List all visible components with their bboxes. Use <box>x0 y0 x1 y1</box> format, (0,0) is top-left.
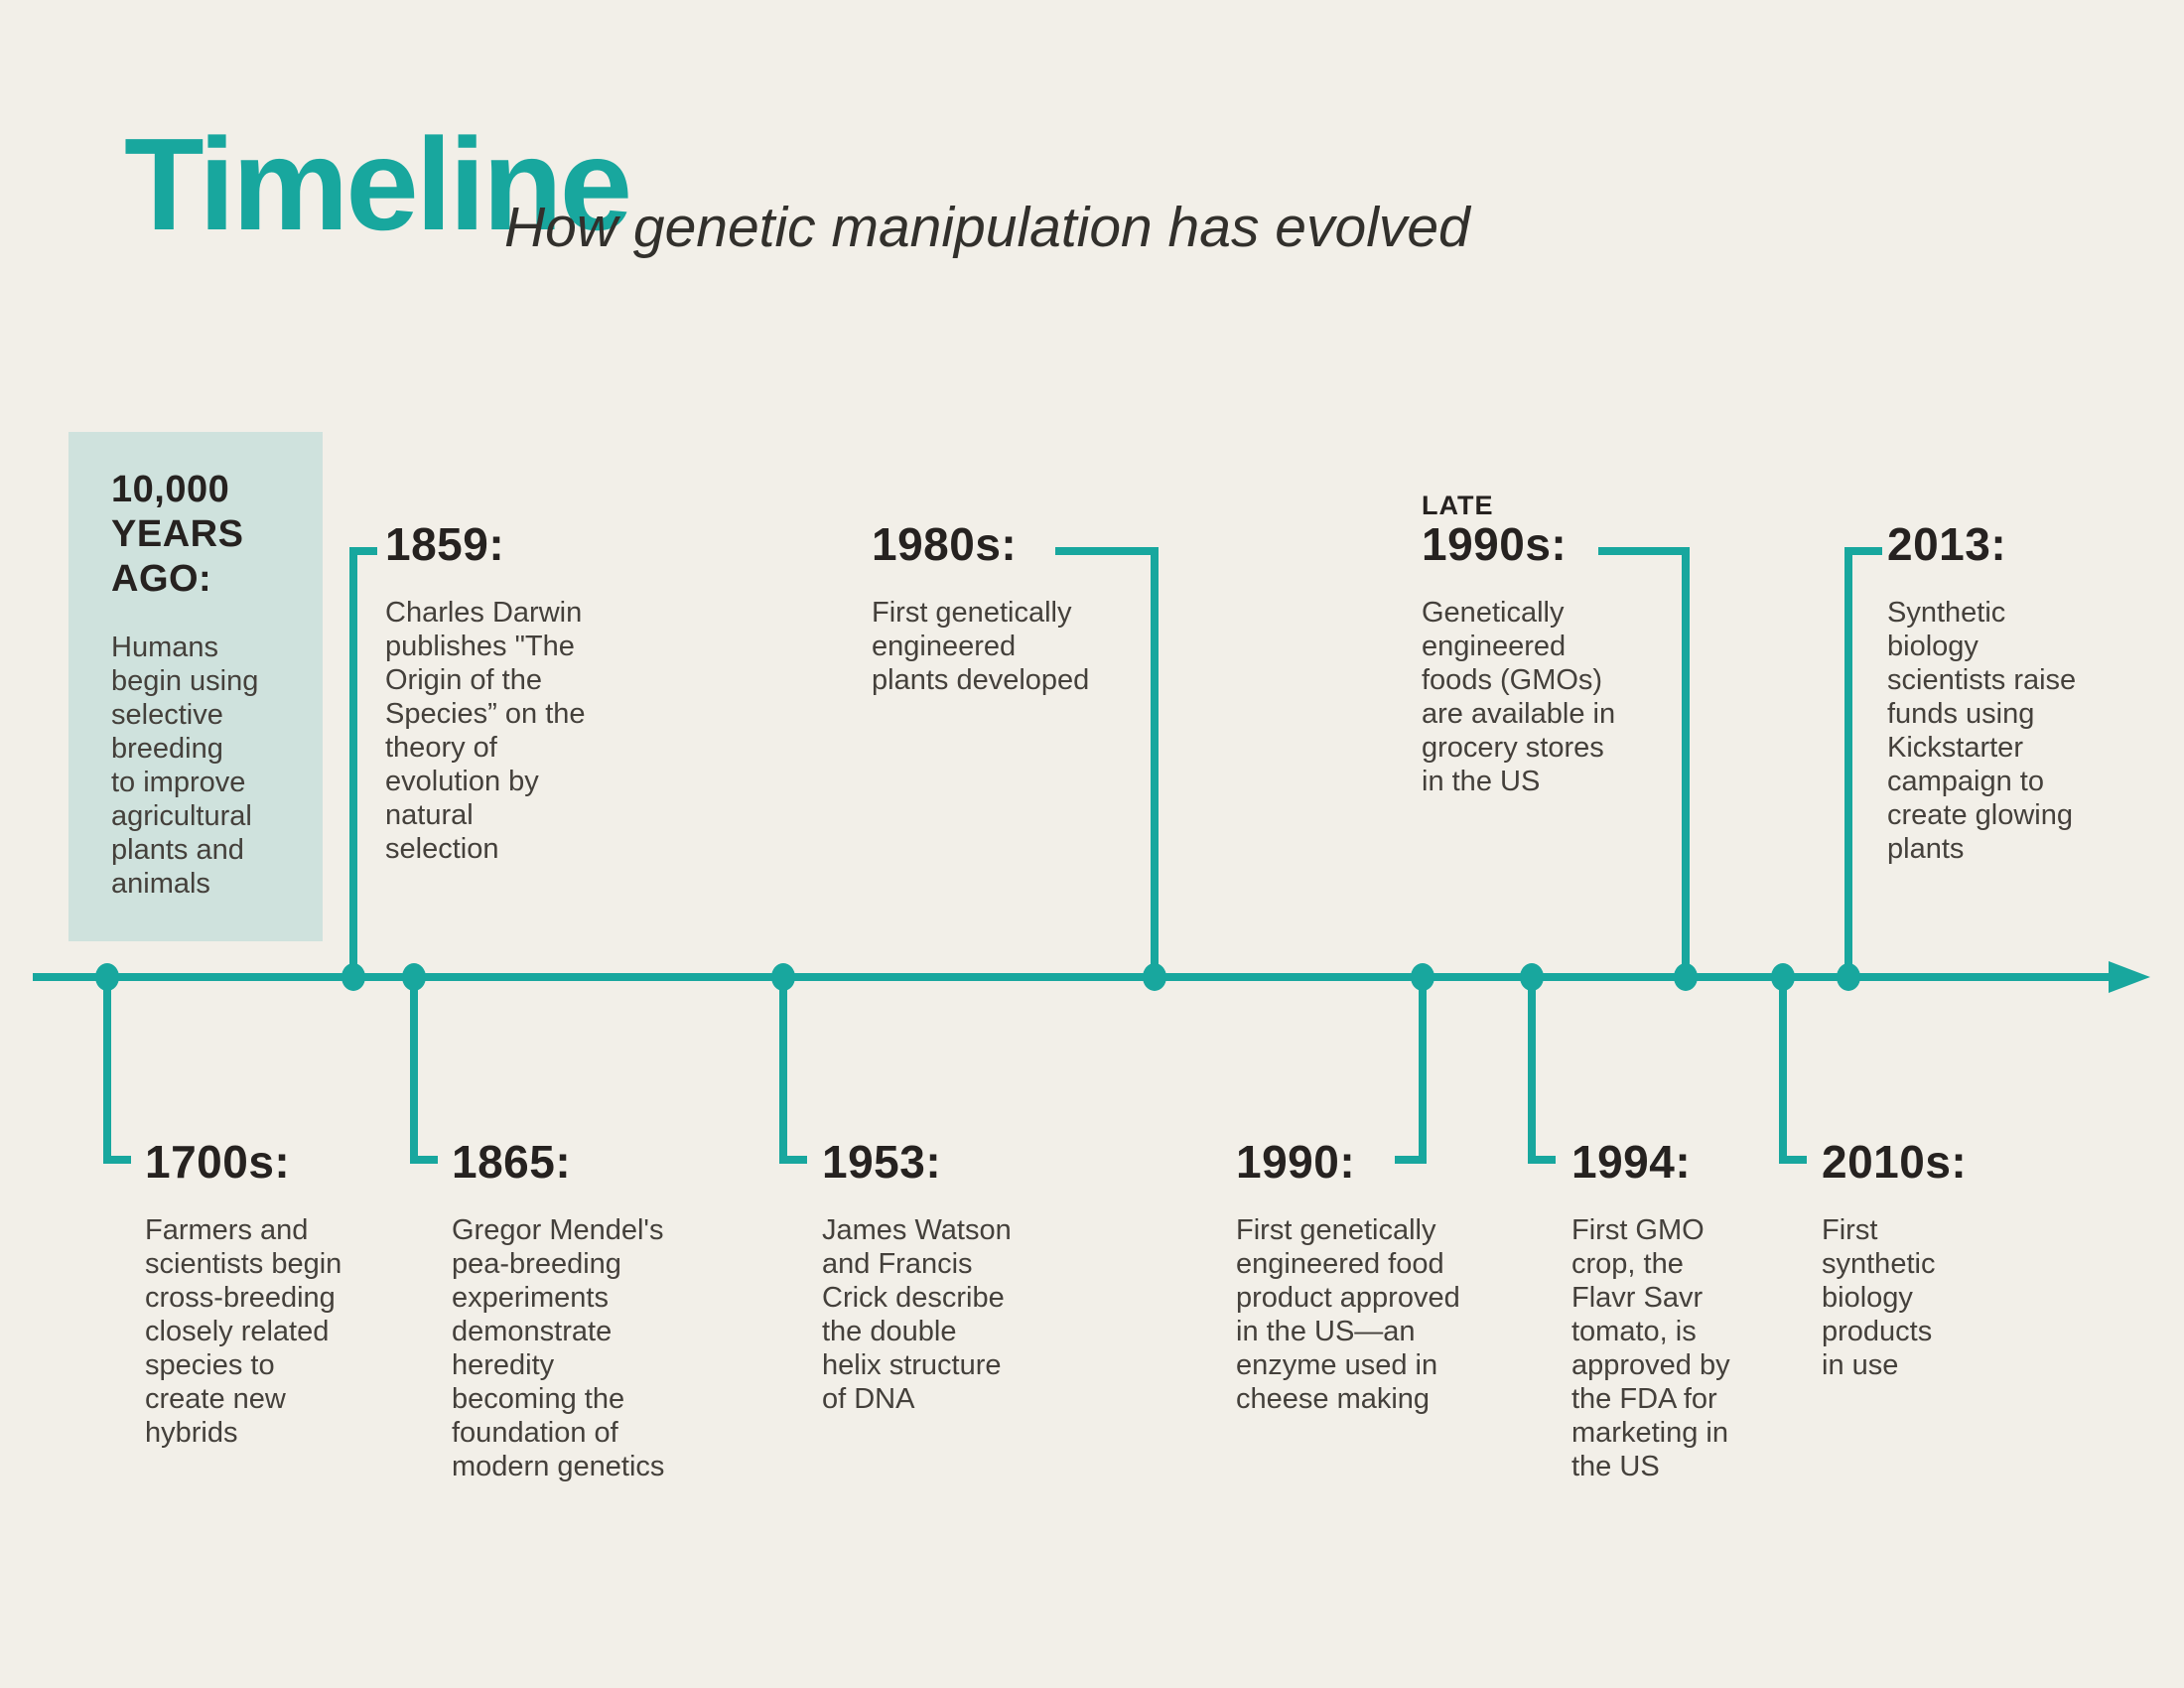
origin-description: Humans begin using selective breeding to… <box>111 632 259 901</box>
event-1990: 1990: First genetically engineered food … <box>1236 1136 1564 1416</box>
connector-1700s-horizontal <box>103 1156 131 1164</box>
event-year: 1990s: <box>1422 518 1568 570</box>
connector-late1990s-horizontal <box>1598 547 1690 555</box>
event-1953: 1953: James Watson and Francis Crick des… <box>822 1136 1120 1416</box>
connector-1865-horizontal <box>410 1156 438 1164</box>
event-late-1990s: LATE 1990s: Genetically engineered foods… <box>1422 491 1719 798</box>
timeline-dot-1865 <box>402 963 426 991</box>
connector-1953-horizontal <box>779 1156 807 1164</box>
event-description: First genetically engineered plants deve… <box>872 596 1090 696</box>
event-year: 1994: <box>1571 1136 1692 1188</box>
event-1980s: 1980s: First genetically engineered plan… <box>872 518 1179 697</box>
connector-1700s-vertical <box>103 977 111 1164</box>
timeline-dot-1700s <box>95 963 119 991</box>
event-year: 1859: <box>385 518 505 570</box>
connector-1865-vertical <box>410 977 418 1164</box>
event-year: 1700s: <box>145 1136 291 1188</box>
connector-1859-vertical <box>349 547 357 977</box>
timeline-dot-1859 <box>341 963 365 991</box>
timeline-dot-1980s <box>1143 963 1166 991</box>
event-year-prefix: LATE <box>1422 491 1494 520</box>
timeline-dot-late1990s <box>1674 963 1698 991</box>
connector-2013-vertical <box>1844 547 1852 977</box>
origin-callout-box: 10,000 YEARS AGO: Humans begin using sel… <box>68 432 323 941</box>
event-year: 1980s: <box>872 518 1018 570</box>
connector-2013-horizontal <box>1844 547 1882 555</box>
event-description: Gregor Mendel's pea-breeding experiments… <box>452 1213 665 1482</box>
timeline-dot-1994 <box>1520 963 1544 991</box>
event-2013: 2013: Synthetic biology scientists raise… <box>1887 518 2165 866</box>
timeline-arrowhead-icon <box>2109 961 2150 993</box>
event-year: 1990: <box>1236 1136 1356 1188</box>
page-subtitle: How genetic manipulation has evolved <box>504 196 1470 259</box>
page-title: Timeline <box>124 111 632 257</box>
event-year: 2010s: <box>1822 1136 1968 1188</box>
event-year: 1865: <box>452 1136 572 1188</box>
origin-heading: 10,000 YEARS AGO: <box>111 469 244 600</box>
connector-late1990s-vertical <box>1682 547 1690 977</box>
connector-1953-vertical <box>779 977 787 1164</box>
event-description: Synthetic biology scientists raise funds… <box>1887 596 2077 865</box>
connector-1980s-vertical <box>1151 547 1159 977</box>
connector-1994-vertical <box>1528 977 1536 1164</box>
connector-1994-horizontal <box>1528 1156 1556 1164</box>
connector-1990-vertical <box>1419 977 1427 1164</box>
timeline-dot-1990 <box>1411 963 1434 991</box>
event-1700s: 1700s: Farmers and scientists begin cros… <box>145 1136 443 1450</box>
timeline-axis <box>33 973 2117 981</box>
event-description: First GMO crop, the Flavr Savr tomato, i… <box>1571 1213 1730 1482</box>
connector-1990-horizontal <box>1395 1156 1427 1164</box>
event-year: 2013: <box>1887 518 2007 570</box>
event-1859: 1859: Charles Darwin publishes "The Orig… <box>385 518 683 866</box>
event-description: James Watson and Francis Crick describe … <box>822 1213 1012 1415</box>
timeline-dot-1953 <box>771 963 795 991</box>
event-description: First genetically engineered food produc… <box>1236 1213 1460 1415</box>
event-description: Farmers and scientists begin cross-breed… <box>145 1213 342 1449</box>
event-2010s: 2010s: First synthetic biology products … <box>1822 1136 2080 1382</box>
connector-1859-horizontal <box>349 547 377 555</box>
connector-1980s-horizontal <box>1055 547 1159 555</box>
event-1865: 1865: Gregor Mendel's pea-breeding exper… <box>452 1136 769 1483</box>
timeline-dot-2010s <box>1771 963 1795 991</box>
event-description: Charles Darwin publishes "The Origin of … <box>385 596 586 865</box>
connector-2010s-vertical <box>1779 977 1787 1164</box>
event-1994: 1994: First GMO crop, the Flavr Savr tom… <box>1571 1136 1849 1483</box>
event-description: Genetically engineered foods (GMOs) are … <box>1422 596 1616 797</box>
connector-2010s-horizontal <box>1779 1156 1807 1164</box>
timeline-dot-2013 <box>1837 963 1860 991</box>
event-year: 1953: <box>822 1136 942 1188</box>
event-description: First synthetic biology products in use <box>1822 1213 1936 1381</box>
